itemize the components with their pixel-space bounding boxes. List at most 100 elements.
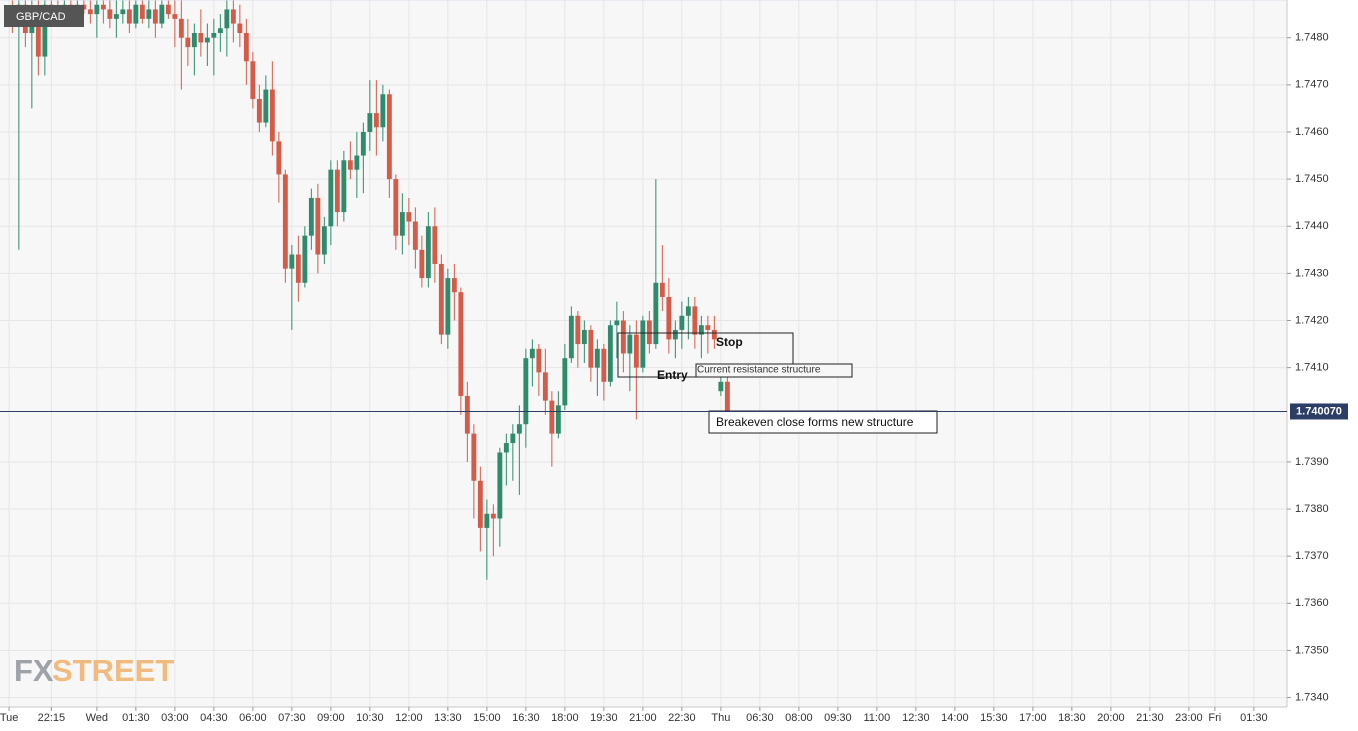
candle-body [211,32,217,38]
candle-body [399,212,405,236]
candle-body [438,263,444,335]
candle-body [146,9,152,19]
x-tick-label: 19:30 [590,712,618,724]
candle-body [113,14,119,19]
y-tick-label: 1.7440 [1295,220,1329,232]
candle-body [516,424,522,434]
candle-body [607,325,613,382]
resistance-label: Current resistance structure [697,365,821,376]
y-tick-label: 1.7380 [1295,503,1329,515]
candle-body [536,348,542,373]
candle-body [347,160,353,170]
candle-body [510,433,516,444]
y-tick-label: 1.7370 [1295,550,1329,562]
symbol-badge [4,5,84,27]
candle-body [458,292,464,396]
candle-body [204,37,210,43]
x-tick-label: 14:00 [941,712,969,724]
candle-body [523,358,529,425]
candle-body [107,9,113,19]
candle-body [633,334,639,368]
x-tick-label: 13:30 [434,712,462,724]
candle-body [653,282,659,345]
candle-body [679,315,685,330]
x-tick-label: 07:30 [278,712,306,724]
candle-body [315,197,321,255]
candle-body [321,226,327,255]
x-tick-label: 18:30 [1058,712,1086,724]
candle-body [165,4,171,15]
candle-body [373,113,379,128]
entry-label: Entry [657,368,688,382]
candle-body [302,235,308,283]
candle-body [191,32,197,48]
x-tick-label: 03:00 [161,712,189,724]
x-tick-label: 12:00 [395,712,423,724]
candle-body [250,61,256,99]
candle-body [588,329,594,368]
x-tick-label: Thu [711,712,730,724]
x-tick-label: 01:30 [1240,712,1268,724]
grid [0,0,1287,707]
candle-body [594,348,600,368]
candle-body [237,23,243,33]
candle-body [393,179,399,236]
candle-body [276,141,282,175]
candle-body [692,306,698,335]
candles [9,0,730,580]
candle-body [672,329,678,340]
x-tick-label: 09:00 [317,712,345,724]
y-tick-label: 1.7470 [1295,79,1329,91]
candle-body [360,131,366,156]
candle-body [477,480,483,528]
candle-body [711,329,717,340]
candle-body [601,348,607,382]
x-tick-label: 10:30 [356,712,384,724]
candle-body [334,169,340,213]
candle-body [555,405,561,434]
x-tick-label: 11:00 [863,712,890,724]
candle-body [451,278,457,293]
candle-body [354,155,360,170]
candle-body [425,226,431,279]
watermark-street: STREET [52,653,174,688]
symbol-label: GBP/CAD [16,11,66,23]
candle-body [568,315,574,359]
candle-body [87,9,93,15]
candle-body [575,315,581,345]
y-tick-label: 1.7410 [1295,362,1329,374]
candle-body [289,254,295,269]
breakeven-label: Breakeven close forms new structure [716,415,914,429]
candle-body [380,94,386,128]
stop-label: Stop [716,335,743,349]
x-tick-label: 04:30 [200,712,228,724]
candle-body [386,94,392,180]
candle-body [445,278,451,335]
x-tick-label: 17:00 [1019,712,1047,724]
y-tick-label: 1.7360 [1295,597,1329,609]
candle-body [243,32,249,62]
candle-body [724,381,730,415]
x-tick-label: 15:30 [980,712,1008,724]
last-price-badge [1290,403,1348,420]
y-tick-label: 1.7480 [1295,32,1329,44]
candle-body [620,320,626,354]
candle-body [484,513,490,528]
candle-body [718,381,724,392]
y-tick-label: 1.7460 [1295,126,1329,138]
candle-body [217,28,223,33]
candle-body [139,4,145,19]
resistance-box [695,363,853,378]
candle-body [685,306,691,316]
candle-body [172,14,178,19]
candle-body [614,320,620,326]
x-tick-label: 18:00 [551,712,579,724]
candle-body [529,348,535,359]
candle-body [419,249,425,279]
candle-body [503,443,509,453]
x-tick-label: 15:00 [473,712,501,724]
candle-body [94,4,100,15]
candle-body [152,9,158,24]
x-tick-label: 22:30 [668,712,696,724]
